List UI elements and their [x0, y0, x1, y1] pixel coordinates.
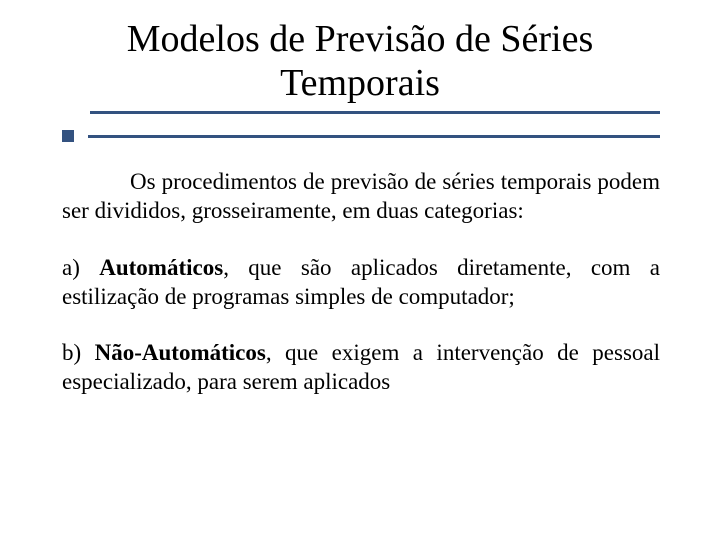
title-overline [90, 111, 660, 114]
item-b-bold: Não-Automáticos [95, 340, 266, 365]
title-line-2: Temporais [280, 62, 440, 104]
title-line-1: Modelos de Previsão de Séries [127, 18, 593, 60]
item-a-paragraph: a) Automáticos, que são aplicados direta… [62, 254, 660, 312]
body-text: Os procedimentos de previsão de séries t… [0, 142, 720, 397]
slide-title: Modelos de Previsão de Séries Temporais [0, 18, 720, 105]
item-a-prefix: a) [62, 255, 99, 280]
bullet-square-icon [62, 130, 74, 142]
title-region: Modelos de Previsão de Séries Temporais [0, 0, 720, 142]
intro-paragraph: Os procedimentos de previsão de séries t… [62, 168, 660, 226]
item-a-bold: Automáticos [99, 255, 223, 280]
slide: Modelos de Previsão de Séries Temporais … [0, 0, 720, 540]
title-underline-row [62, 130, 660, 142]
title-underline [88, 135, 660, 138]
item-b-paragraph: b) Não-Automáticos, que exigem a interve… [62, 339, 660, 397]
item-b-prefix: b) [62, 340, 95, 365]
